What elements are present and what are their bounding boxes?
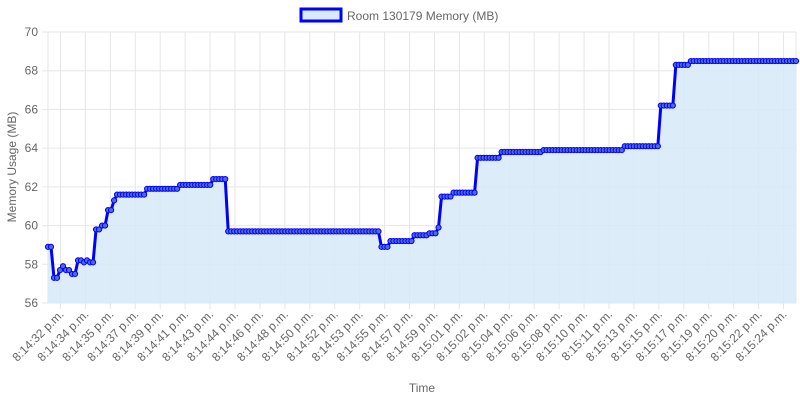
data-point[interactable]: [47, 243, 55, 250]
data-point[interactable]: [110, 197, 118, 204]
data-point[interactable]: [669, 102, 676, 109]
series-area: [48, 61, 796, 303]
y-tick-label: 70: [25, 25, 39, 39]
data-point[interactable]: [53, 274, 61, 281]
legend-label[interactable]: Room 130179 Memory (MB): [347, 9, 498, 23]
data-point[interactable]: [207, 181, 214, 189]
data-point[interactable]: [792, 57, 800, 65]
data-point[interactable]: [471, 189, 478, 196]
data-point[interactable]: [435, 224, 442, 231]
data-point[interactable]: [654, 143, 661, 150]
data-point[interactable]: [141, 191, 148, 198]
y-tick-label: 62: [25, 180, 39, 194]
y-tick-label: 60: [25, 219, 39, 233]
data-point[interactable]: [222, 176, 229, 183]
data-point[interactable]: [384, 243, 391, 250]
y-tick-label: 58: [25, 257, 39, 271]
legend-swatch[interactable]: [299, 7, 343, 23]
y-axis-title: Memory Usage (MB): [5, 112, 19, 223]
data-point[interactable]: [107, 206, 115, 214]
points-layer: [44, 57, 800, 281]
data-point[interactable]: [408, 237, 415, 245]
y-tick-label: 68: [25, 64, 39, 78]
legend[interactable]: Room 130179 Memory (MB): [299, 7, 498, 23]
y-tick-label: 66: [25, 102, 39, 116]
data-point[interactable]: [375, 228, 382, 235]
data-point[interactable]: [101, 222, 109, 229]
y-tick-label: 64: [25, 141, 39, 155]
data-point[interactable]: [432, 230, 439, 237]
data-point[interactable]: [71, 270, 79, 278]
x-axis-title: Time: [409, 381, 436, 395]
data-point[interactable]: [495, 154, 502, 161]
data-point[interactable]: [89, 259, 97, 266]
y-tick-label: 56: [25, 296, 39, 310]
